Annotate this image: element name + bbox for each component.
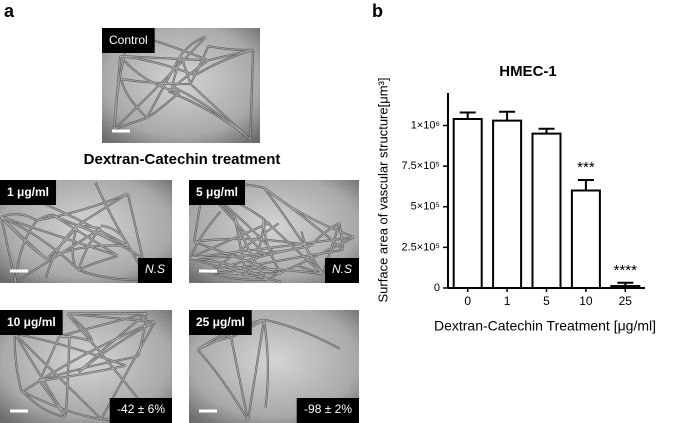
micrograph: Control	[102, 28, 260, 143]
dose-label-box	[189, 180, 246, 205]
significance-label: ***	[577, 159, 595, 176]
x-axis-label: Dextran-Catechin Treatment [μg/ml]	[434, 318, 656, 334]
x-tick-label: 1	[504, 294, 511, 308]
x-tick-label: 10	[579, 294, 593, 308]
result-box	[137, 258, 172, 283]
dose-label: 10 μg/ml	[7, 315, 56, 329]
y-tick-label: 7.5×10⁵	[401, 160, 440, 172]
result-label: -42 ± 6%	[117, 402, 165, 416]
result-label: -98 ± 2%	[304, 402, 352, 416]
y-tick-label: 2.5×10⁵	[401, 241, 440, 253]
dose-label-box	[189, 310, 252, 335]
micrograph: 10 μg/ml -42 ± 6%	[0, 310, 172, 423]
cell-network-highlight	[14, 312, 156, 421]
x-tick-label: 25	[619, 294, 633, 308]
micrograph: 1 μg/ml N.S	[0, 180, 172, 283]
dose-label: 5 μg/ml	[196, 185, 238, 199]
significance-label: ****	[614, 262, 638, 279]
treatment-title: Dextran-Catechin treatment	[84, 151, 281, 168]
cell-network-highlight	[114, 33, 254, 140]
dose-label-box	[0, 310, 63, 335]
result-label: N.S	[332, 262, 352, 276]
cell-network-highlight	[0, 182, 160, 283]
panel-label: a	[4, 1, 15, 21]
error-bar	[577, 178, 594, 191]
x-tick-label: 5	[543, 294, 550, 308]
panel-label: b	[372, 1, 383, 21]
x-tick-label: 0	[464, 294, 471, 308]
micrograph: 5 μg/ml N.S	[189, 180, 359, 283]
result-label: N.S	[145, 262, 165, 276]
error-bar	[499, 110, 516, 121]
bar	[531, 132, 562, 289]
bar	[610, 285, 641, 289]
y-tick-label: 5×10⁵	[411, 201, 440, 213]
dose-label-box	[0, 180, 57, 205]
dose-label: Control	[109, 33, 148, 47]
result-box	[296, 398, 359, 423]
dose-label: 1 μg/ml	[7, 185, 49, 199]
result-box	[324, 258, 359, 283]
result-box	[109, 398, 172, 423]
micrograph: 25 μg/ml -98 ± 2%	[189, 310, 359, 423]
dose-label-box	[102, 28, 155, 53]
micrographs: Control 1 μg/ml N.S 5 μg/ml N.S 10 μg/ml -42 ±…	[0, 28, 359, 423]
bar	[492, 119, 523, 289]
error-bar	[459, 111, 476, 119]
dose-label: 25 μg/ml	[196, 315, 245, 329]
bar-chart: HMEC-1 Dextran-Catechin Treatment [μg/ml]…	[375, 63, 656, 334]
y-tick-label: 0	[434, 282, 440, 294]
y-tick-label: 1×10⁶	[411, 119, 440, 131]
bar	[452, 118, 483, 289]
bar	[570, 189, 601, 289]
chart-title: HMEC-1	[499, 63, 557, 80]
y-axis-label: Surface area of vascular structure[μm³]	[375, 78, 390, 303]
